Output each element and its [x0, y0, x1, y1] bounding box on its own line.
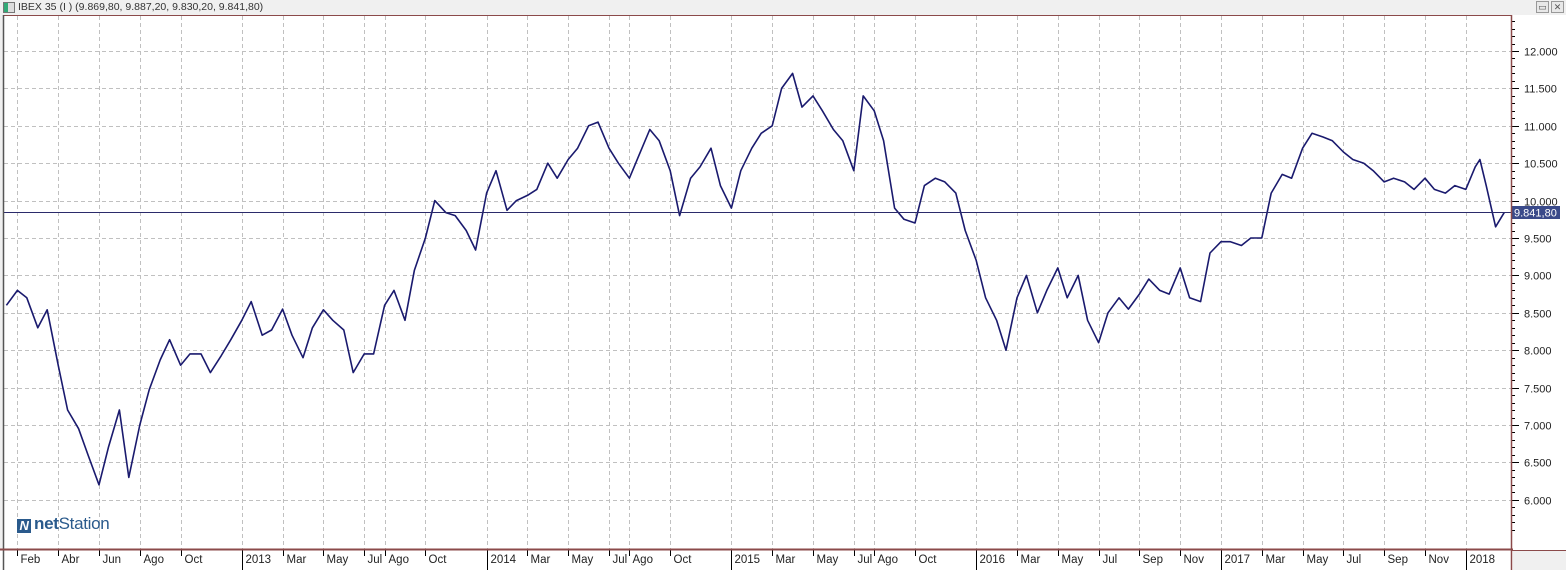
x-tick-label: Ago	[633, 554, 653, 566]
x-tick-label: 2013	[246, 554, 272, 566]
y-tick-label: 9.500	[1524, 234, 1552, 246]
x-axis-panel	[0, 549, 1513, 570]
restore-icon[interactable]: ▭	[1536, 1, 1549, 13]
logo-prefix: net	[34, 514, 59, 533]
x-tick-label: 2014	[491, 554, 517, 566]
x-tick-label: May	[572, 554, 594, 566]
last-price-label: 9.841,80	[1514, 208, 1557, 220]
y-axis-panel	[1511, 15, 1566, 551]
x-tick-label: Jul	[368, 554, 383, 566]
x-tick-label: 2015	[735, 554, 761, 566]
y-tick-label: 6.000	[1524, 496, 1552, 508]
x-tick-label: Feb	[21, 554, 41, 566]
x-tick-label: Jul	[1347, 554, 1362, 566]
logo-suffix: Station	[58, 514, 110, 533]
y-tick-label: 8.500	[1524, 309, 1552, 321]
x-tick-label: Ago	[389, 554, 409, 566]
x-tick-label: Mar	[1021, 554, 1041, 566]
series-line	[5, 72, 1505, 486]
x-tick-label: Mar	[776, 554, 796, 566]
x-tick-label: Oct	[674, 554, 693, 566]
close-icon[interactable]: ✕	[1551, 1, 1564, 13]
chart-window-icon	[3, 2, 15, 13]
netstation-logo-icon: N	[17, 519, 31, 533]
plot-area	[4, 15, 1511, 549]
x-tick-label: Oct	[429, 554, 448, 566]
y-tick-label: 8.000	[1524, 346, 1552, 358]
y-tick-label: 11.500	[1524, 84, 1557, 96]
x-tick-label: 2018	[1470, 554, 1496, 566]
x-tick-label: Jul	[613, 554, 628, 566]
x-tick-label: Mar	[1266, 554, 1286, 566]
y-tick-label: 10.000	[1524, 197, 1558, 209]
y-tick-label: 7.000	[1524, 421, 1552, 433]
x-tick-label: Jul	[858, 554, 873, 566]
x-tick-label: Nov	[1429, 554, 1450, 566]
y-tick-label: 10.500	[1524, 159, 1558, 171]
y-tick-label: 12.000	[1524, 47, 1558, 59]
x-tick-label: Oct	[185, 554, 204, 566]
x-tick-label: Nov	[1184, 554, 1205, 566]
x-tick-label: Sep	[1143, 554, 1163, 566]
y-tick-label: 6.500	[1524, 458, 1552, 470]
x-tick-label: Mar	[287, 554, 307, 566]
x-tick-label: Ago	[144, 554, 164, 566]
x-tick-label: Jun	[103, 554, 122, 566]
x-tick-label: Ago	[878, 554, 898, 566]
x-tick-label: 2016	[980, 554, 1006, 566]
y-tick-label: 9.000	[1524, 271, 1552, 283]
x-tick-label: May	[327, 554, 349, 566]
x-tick-label: Mar	[531, 554, 551, 566]
x-tick-label: Abr	[62, 554, 80, 566]
x-tick-label: May	[1062, 554, 1084, 566]
x-tick-label: May	[1307, 554, 1329, 566]
x-tick-label: Oct	[919, 554, 938, 566]
x-tick-label: Jul	[1103, 554, 1118, 566]
window-titlebar: IBEX 35 (I ) (9.869,80, 9.887,20, 9.830,…	[0, 0, 1566, 14]
x-tick-label: 2017	[1225, 554, 1251, 566]
y-tick-label: 7.500	[1524, 384, 1552, 396]
window-title: IBEX 35 (I ) (9.869,80, 9.887,20, 9.830,…	[18, 1, 264, 13]
x-tick-label: Sep	[1388, 554, 1408, 566]
y-tick-label: 11.000	[1524, 122, 1557, 134]
last-price-badge	[1512, 206, 1560, 219]
x-tick-label: May	[817, 554, 839, 566]
